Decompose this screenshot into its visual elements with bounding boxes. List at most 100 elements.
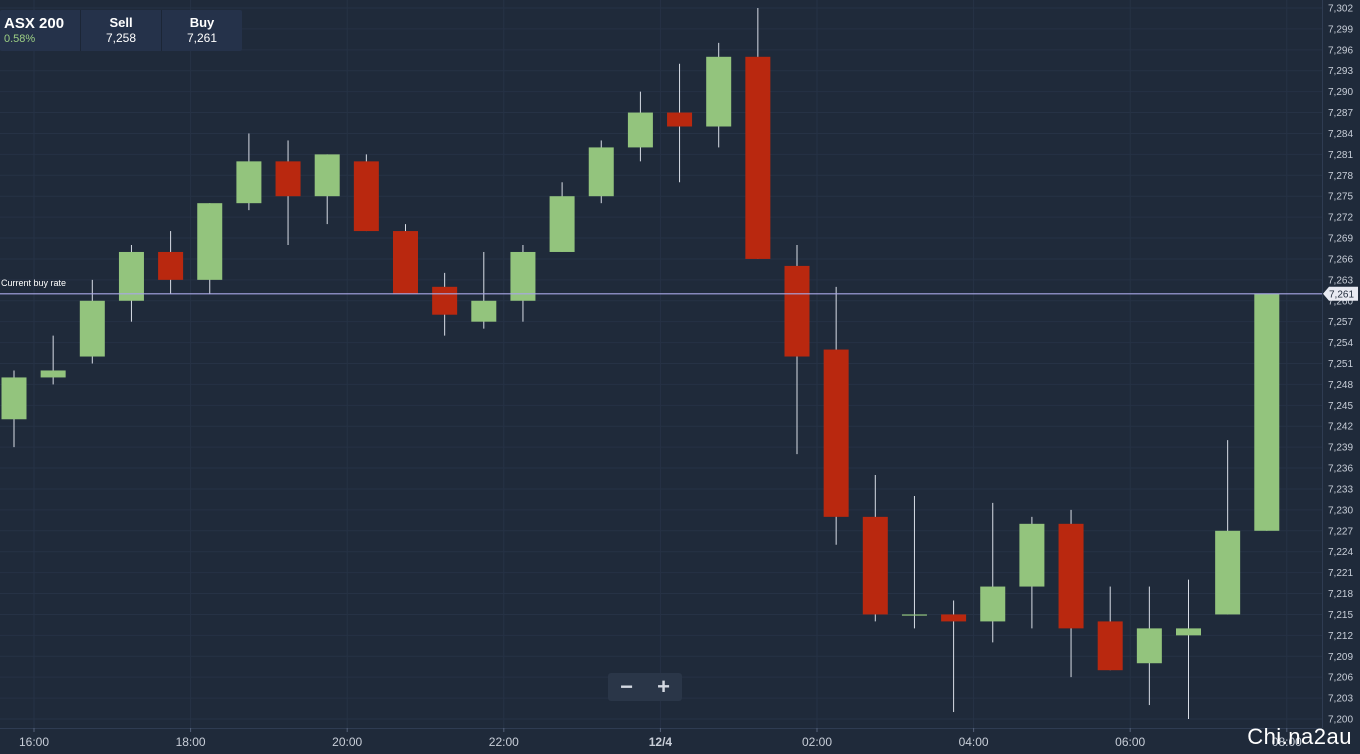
y-tick-label: 7,296 xyxy=(1328,45,1353,56)
candle-body xyxy=(901,614,927,616)
candle-up xyxy=(236,133,262,211)
candle-up xyxy=(510,245,536,322)
y-tick-label: 7,260 xyxy=(1328,296,1353,307)
x-tick-label: 12/4 xyxy=(649,735,673,749)
candle-up xyxy=(79,279,105,364)
y-tick-label: 7,215 xyxy=(1328,610,1353,621)
y-tick-label: 7,206 xyxy=(1328,673,1353,684)
y-tick-label: 7,293 xyxy=(1328,66,1353,77)
candle-body xyxy=(275,161,301,197)
x-tick-label: 06:00 xyxy=(1115,735,1145,749)
candle-body xyxy=(1136,628,1162,664)
candle-body xyxy=(158,251,184,280)
buy-value: 7,261 xyxy=(186,31,218,45)
x-tick-label: 22:00 xyxy=(489,735,519,749)
y-tick-label: 7,272 xyxy=(1328,213,1353,224)
candle-up xyxy=(1019,516,1045,629)
y-tick-label: 7,209 xyxy=(1328,652,1353,663)
candle-down xyxy=(158,231,184,294)
x-axis: 16:00 18:00 20:00 22:00 12/4 02:00 04:00 06:00 0… xyxy=(0,728,1322,749)
candles xyxy=(1,8,1280,719)
y-axis: 7,200 7,203 7,206 7,209 7,212 7,215 7,218 7,221… xyxy=(1322,0,1353,728)
grid xyxy=(0,0,1322,728)
candle-body xyxy=(627,112,653,148)
candle-body xyxy=(1176,628,1201,636)
candle-up xyxy=(197,203,223,294)
change-percent: 0.58% xyxy=(4,33,36,45)
zoom-in-button[interactable]: + xyxy=(657,674,670,699)
candle-down xyxy=(941,600,967,713)
candle-body xyxy=(823,349,849,517)
candle-down xyxy=(393,224,418,294)
y-tick-label: 7,284 xyxy=(1328,129,1353,140)
watermark: Chi.na2au xyxy=(1247,724,1352,749)
zoom-out-button[interactable]: − xyxy=(620,674,633,699)
y-tick-label: 7,248 xyxy=(1328,380,1353,391)
candle-body xyxy=(1058,523,1084,629)
y-tick-label: 7,236 xyxy=(1328,464,1353,475)
y-tick-label: 7,251 xyxy=(1328,359,1353,370)
candle-body xyxy=(118,251,144,301)
x-tick-label: 08:00 xyxy=(1272,735,1302,749)
y-tick-label: 7,299 xyxy=(1328,24,1353,35)
y-tick-label: 7,200 xyxy=(1328,715,1353,726)
candle-up xyxy=(588,140,614,204)
y-tick-label: 7,212 xyxy=(1328,631,1353,642)
candle-body xyxy=(236,161,262,204)
candle-body xyxy=(862,516,888,615)
y-tick-label: 7,239 xyxy=(1328,443,1353,454)
x-tick-label: 16:00 xyxy=(19,735,49,749)
y-tick-label: 7,233 xyxy=(1328,484,1353,495)
candle-down xyxy=(823,286,849,545)
candle-body xyxy=(549,196,575,252)
y-tick-label: 7,263 xyxy=(1328,275,1353,286)
candle-up xyxy=(980,502,1006,643)
sell-label: Sell xyxy=(109,15,133,30)
y-tick-label: 7,302 xyxy=(1328,4,1353,15)
y-tick-label: 7,287 xyxy=(1328,108,1353,119)
y-tick-label: 7,203 xyxy=(1328,694,1353,705)
candle-body xyxy=(432,286,458,315)
candle-body xyxy=(79,300,105,357)
y-tick-label: 7,281 xyxy=(1328,150,1353,161)
candle-body xyxy=(980,586,1006,622)
candle-body xyxy=(510,251,536,301)
candle-up xyxy=(118,245,144,322)
candle-down xyxy=(432,272,458,336)
candle-down xyxy=(745,8,771,259)
candle-body xyxy=(667,112,693,127)
candle-body xyxy=(353,161,379,232)
sell-button[interactable]: Sell 7,258 xyxy=(81,10,162,51)
candle-down xyxy=(1097,586,1123,671)
quote-panel: ASX 200 0.58% Sell 7,258 Buy 7,261 xyxy=(0,10,242,51)
x-tick-label: 04:00 xyxy=(959,735,989,749)
current-buy-rate-line: Current buy rate 7,261 xyxy=(0,278,1358,301)
candle-body xyxy=(197,203,223,280)
buy-button[interactable]: Buy 7,261 xyxy=(162,10,242,51)
y-tick-label: 7,278 xyxy=(1328,171,1353,182)
instrument-name: ASX 200 xyxy=(4,15,65,32)
candle-down xyxy=(862,475,888,622)
x-tick-label: 20:00 xyxy=(332,735,362,749)
candle-body xyxy=(471,300,497,322)
candle-up xyxy=(1215,440,1241,615)
y-tick-label: 7,254 xyxy=(1328,338,1353,349)
candle-up xyxy=(1176,579,1201,719)
instrument-cell: ASX 200 0.58% xyxy=(0,10,81,51)
candle-down xyxy=(353,154,379,232)
candle-down xyxy=(667,63,693,183)
y-tick-label: 7,230 xyxy=(1328,505,1353,516)
buy-rate-label: Current buy rate xyxy=(1,278,66,288)
y-tick-label: 7,242 xyxy=(1328,422,1353,433)
zoom-controls: − + xyxy=(608,673,682,701)
y-tick-label: 7,245 xyxy=(1328,401,1353,412)
sell-value: 7,258 xyxy=(105,31,137,45)
buy-rate-value: 7,261 xyxy=(1329,289,1354,300)
candle-body xyxy=(1097,621,1123,671)
buy-label: Buy xyxy=(189,15,215,30)
candle-body xyxy=(588,147,614,197)
candle-down xyxy=(784,245,810,455)
candle-up xyxy=(901,495,927,629)
y-tick-label: 7,221 xyxy=(1328,568,1353,579)
